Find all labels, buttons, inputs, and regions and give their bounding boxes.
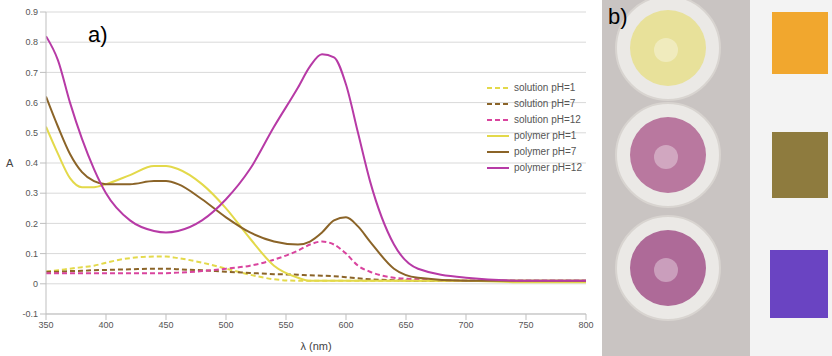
- html-text:a): a): [88, 22, 108, 47]
- svg-text:0.2: 0.2: [25, 219, 38, 229]
- svg-text:350: 350: [38, 320, 53, 330]
- svg-text:-0.1: -0.1: [22, 309, 38, 319]
- svg-text:0.4: 0.4: [25, 158, 38, 168]
- html-text:solution pH=7: solution pH=7: [513, 98, 576, 109]
- html-text:polymer pH=12: polymer pH=12: [513, 162, 582, 173]
- svg-text:0: 0: [33, 279, 38, 289]
- html-text:solution pH=1: solution pH=1: [513, 82, 576, 93]
- svg-text:0.1: 0.1: [25, 249, 38, 259]
- svg-text:0.6: 0.6: [25, 98, 38, 108]
- svg-text:700: 700: [458, 320, 473, 330]
- svg-text:0.3: 0.3: [25, 188, 38, 198]
- svg-text:600: 600: [338, 320, 353, 330]
- svg-text:0.9: 0.9: [25, 7, 38, 17]
- svg-text:550: 550: [278, 320, 293, 330]
- svg-text:800: 800: [578, 320, 593, 330]
- svg-text:λ (nm): λ (nm): [300, 340, 331, 352]
- svg-text:0.7: 0.7: [25, 68, 38, 78]
- svg-text:0.5: 0.5: [25, 128, 38, 138]
- svg-text:400: 400: [98, 320, 113, 330]
- html-text:polymer pH=1: polymer pH=1: [513, 130, 577, 141]
- html-text:b): b): [608, 4, 628, 29]
- svg-text:750: 750: [518, 320, 533, 330]
- svg-text:0.8: 0.8: [25, 37, 38, 47]
- html-text:polymer pH=7: polymer pH=7: [513, 146, 577, 157]
- svg-text:650: 650: [398, 320, 413, 330]
- svg-text:A: A: [6, 157, 14, 169]
- svg-text:500: 500: [218, 320, 233, 330]
- svg-text:450: 450: [158, 320, 173, 330]
- html-text:solution pH=12: solution pH=12: [513, 114, 581, 125]
